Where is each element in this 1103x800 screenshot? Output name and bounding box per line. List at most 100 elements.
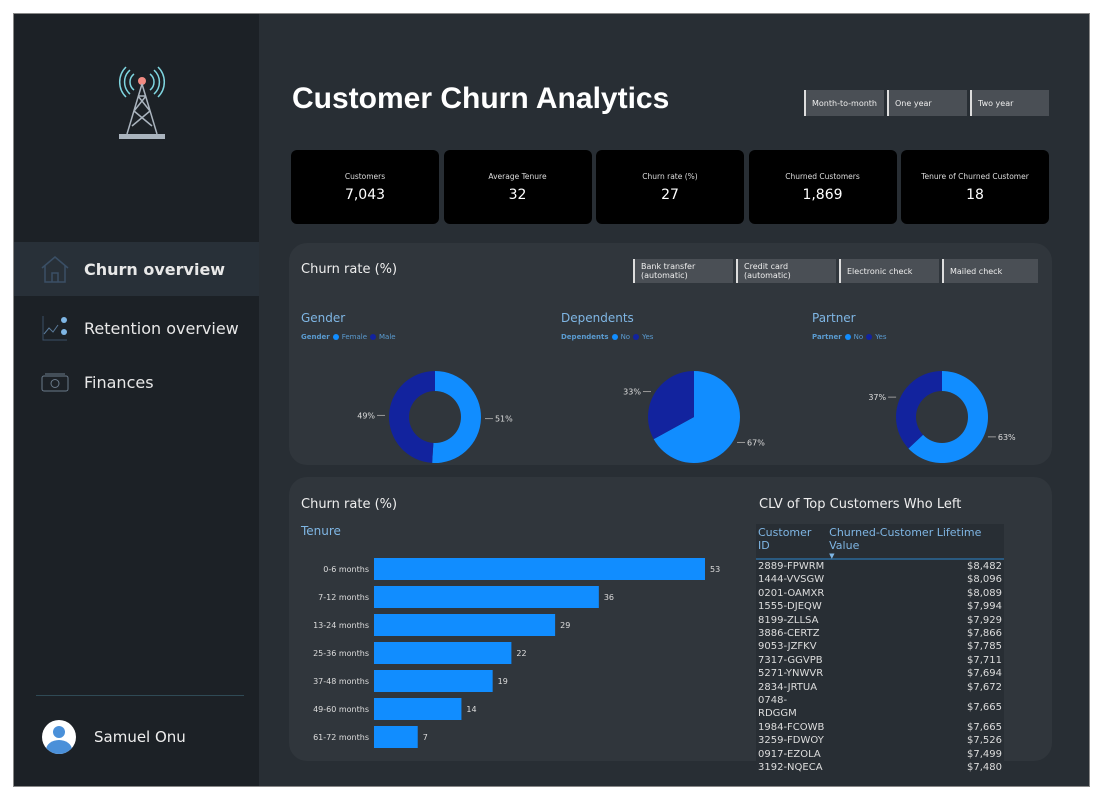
pie-slice-no[interactable] (653, 371, 740, 463)
bar[interactable] (374, 670, 493, 692)
legend-title: Partner (812, 333, 842, 341)
customer-id: 5271-YNWVR (758, 668, 824, 680)
pie-subtitle: Dependents (561, 311, 634, 325)
avatar-icon (42, 720, 76, 754)
kpi-value: 32 (508, 187, 527, 203)
bar-category-label: 49-60 months (313, 705, 369, 714)
customer-id: 0748-RDGGM (758, 695, 797, 720)
pie-data-label: 37% (868, 393, 886, 402)
customer-id: 1984-FCOWB (758, 721, 825, 733)
table-row[interactable]: 7317-GGVPB $7,711 (756, 654, 1004, 667)
divider (36, 695, 244, 696)
clv-value: $7,480 (967, 762, 1002, 774)
table-row[interactable]: 0201-OAMXR $8,089 (756, 587, 1004, 600)
column-header-label: Churned-Customer Lifetime Value (829, 526, 982, 552)
tenure-bar-chart: 0-6 months 53 7-12 months 36 13-24 months 29 2… (313, 558, 720, 748)
kpi-card: Average Tenure 32 (443, 150, 592, 224)
clv-value: $7,866 (967, 628, 1002, 640)
bar-chart-title: Churn rate (%) (301, 497, 398, 512)
bar[interactable] (374, 614, 556, 636)
nav-label: Retention overview (84, 318, 239, 338)
table-row[interactable]: 1444-VVSGW $8,096 (756, 573, 1004, 586)
table-row[interactable]: 9053-JZFKV $7,785 (756, 640, 1004, 653)
user-name: Samuel Onu (94, 728, 186, 746)
column-header-customer-id[interactable]: Customer ID (758, 526, 812, 552)
legend-item[interactable]: Yes (642, 333, 654, 341)
table-row[interactable]: 3259-FDWOY $7,526 (756, 734, 1004, 747)
table-row[interactable]: 0917-EZOLA $7,499 (756, 748, 1004, 761)
clv-value: $7,929 (967, 614, 1002, 626)
customer-id: 9053-JZFKV (758, 641, 817, 653)
payment-slicer[interactable]: Bank transfer (automatic) (633, 259, 733, 283)
table-row[interactable]: 3192-NQECA $7,480 (756, 761, 1004, 774)
bar[interactable] (374, 586, 599, 608)
bar-value-label: 7 (423, 733, 428, 742)
payment-slicer[interactable]: Mailed check (942, 259, 1038, 283)
pie-data-label: 51% (495, 415, 513, 424)
table-row[interactable]: 8199-ZLLSA $7,929 (756, 614, 1004, 627)
user-profile[interactable]: Samuel Onu (42, 720, 186, 754)
table-row[interactable]: 2834-JRTUA $7,672 (756, 681, 1004, 694)
legend-item[interactable]: No (853, 333, 864, 341)
payment-slicer[interactable]: Credit card (automatic) (736, 259, 836, 283)
slicer-two-year[interactable]: Two year (970, 90, 1049, 116)
page-title: Customer Churn Analytics (292, 82, 670, 115)
tenure-clv-panel: Churn rate (%) Tenure 0-6 months 53 7-12 m… (289, 477, 1052, 775)
table-row[interactable]: 0748-RDGGM $7,665 (756, 694, 1004, 721)
legend-item[interactable]: Male (379, 333, 396, 341)
clv-value: $8,482 (967, 561, 1002, 572)
pie-data-label: 67% (747, 438, 765, 447)
kpi-value: 1,869 (802, 187, 843, 203)
table-row[interactable]: 3886-CERTZ $7,866 (756, 627, 1004, 640)
legend-item[interactable]: Yes (875, 333, 887, 341)
bar-category-label: 37-48 months (313, 677, 369, 686)
sidebar: Churn overview Retention overview Financ… (14, 14, 259, 786)
clv-value: $8,089 (967, 587, 1002, 599)
demographics-panel: Churn rate (%) Bank transfer (automatic)… (289, 243, 1052, 465)
bar[interactable] (374, 726, 418, 748)
legend-item[interactable]: No (620, 333, 631, 341)
table-row[interactable]: 1984-FCOWB $7,665 (756, 721, 1004, 734)
kpi-label: Average Tenure (488, 172, 547, 181)
table-row[interactable]: 1555-DJEQW $7,994 (756, 600, 1004, 613)
slicer-one-year[interactable]: One year (887, 90, 967, 116)
bar-value-label: 22 (516, 649, 526, 658)
legend-dot (370, 334, 376, 340)
bar[interactable] (374, 642, 512, 664)
sidebar-item-churn-overview[interactable]: Churn overview (14, 242, 259, 296)
table-row[interactable]: 2889-FPWRM $8,482 (756, 559, 1004, 573)
clv-value: $7,526 (967, 735, 1002, 747)
legend-dot (633, 334, 640, 340)
bar-value-label: 14 (466, 705, 476, 714)
payment-slicer[interactable]: Electronic check (839, 259, 939, 283)
legend-dot (866, 334, 873, 340)
bar[interactable] (374, 558, 705, 580)
table-row[interactable]: 5271-YNWVR $7,694 (756, 667, 1004, 680)
legend-title: Gender (301, 333, 330, 341)
customer-id: 3886-CERTZ (758, 628, 820, 640)
kpi-label: Churn rate (%) (642, 172, 698, 181)
pie-charts: 51% 49% 67% 33% 63% 37% (357, 371, 1016, 463)
bar-category-label: 61-72 months (313, 733, 369, 742)
clv-value: $7,665 (967, 701, 1002, 713)
slicer-month-to-month[interactable]: Month-to-month (804, 90, 884, 116)
sidebar-item-finances[interactable]: Finances (14, 355, 259, 409)
clv-value: $7,994 (967, 601, 1002, 613)
column-header-clv[interactable]: Churned-Customer Lifetime Value ▼ (827, 524, 1004, 560)
pie-slice-yes[interactable] (648, 371, 694, 440)
bar[interactable] (374, 698, 462, 720)
kpi-value: 18 (966, 187, 984, 203)
sidebar-item-retention-overview[interactable]: Retention overview (14, 301, 259, 355)
customer-id: 7317-GGVPB (758, 654, 823, 666)
customer-id: 1444-VVSGW (758, 574, 825, 586)
sort-descending-icon: ▼ (829, 552, 835, 560)
legend-title: Dependents (561, 333, 609, 341)
pie-legend: Dependents No Yes (561, 333, 653, 341)
clv-value: $7,672 (967, 681, 1002, 693)
bar-value-label: 29 (560, 621, 570, 630)
legend-item[interactable]: Female (341, 333, 367, 341)
pie-data-label: 49% (357, 411, 375, 420)
bar-value-label: 36 (604, 593, 614, 602)
nav-label: Churn overview (84, 259, 226, 279)
table-title: CLV of Top Customers Who Left (759, 497, 962, 512)
